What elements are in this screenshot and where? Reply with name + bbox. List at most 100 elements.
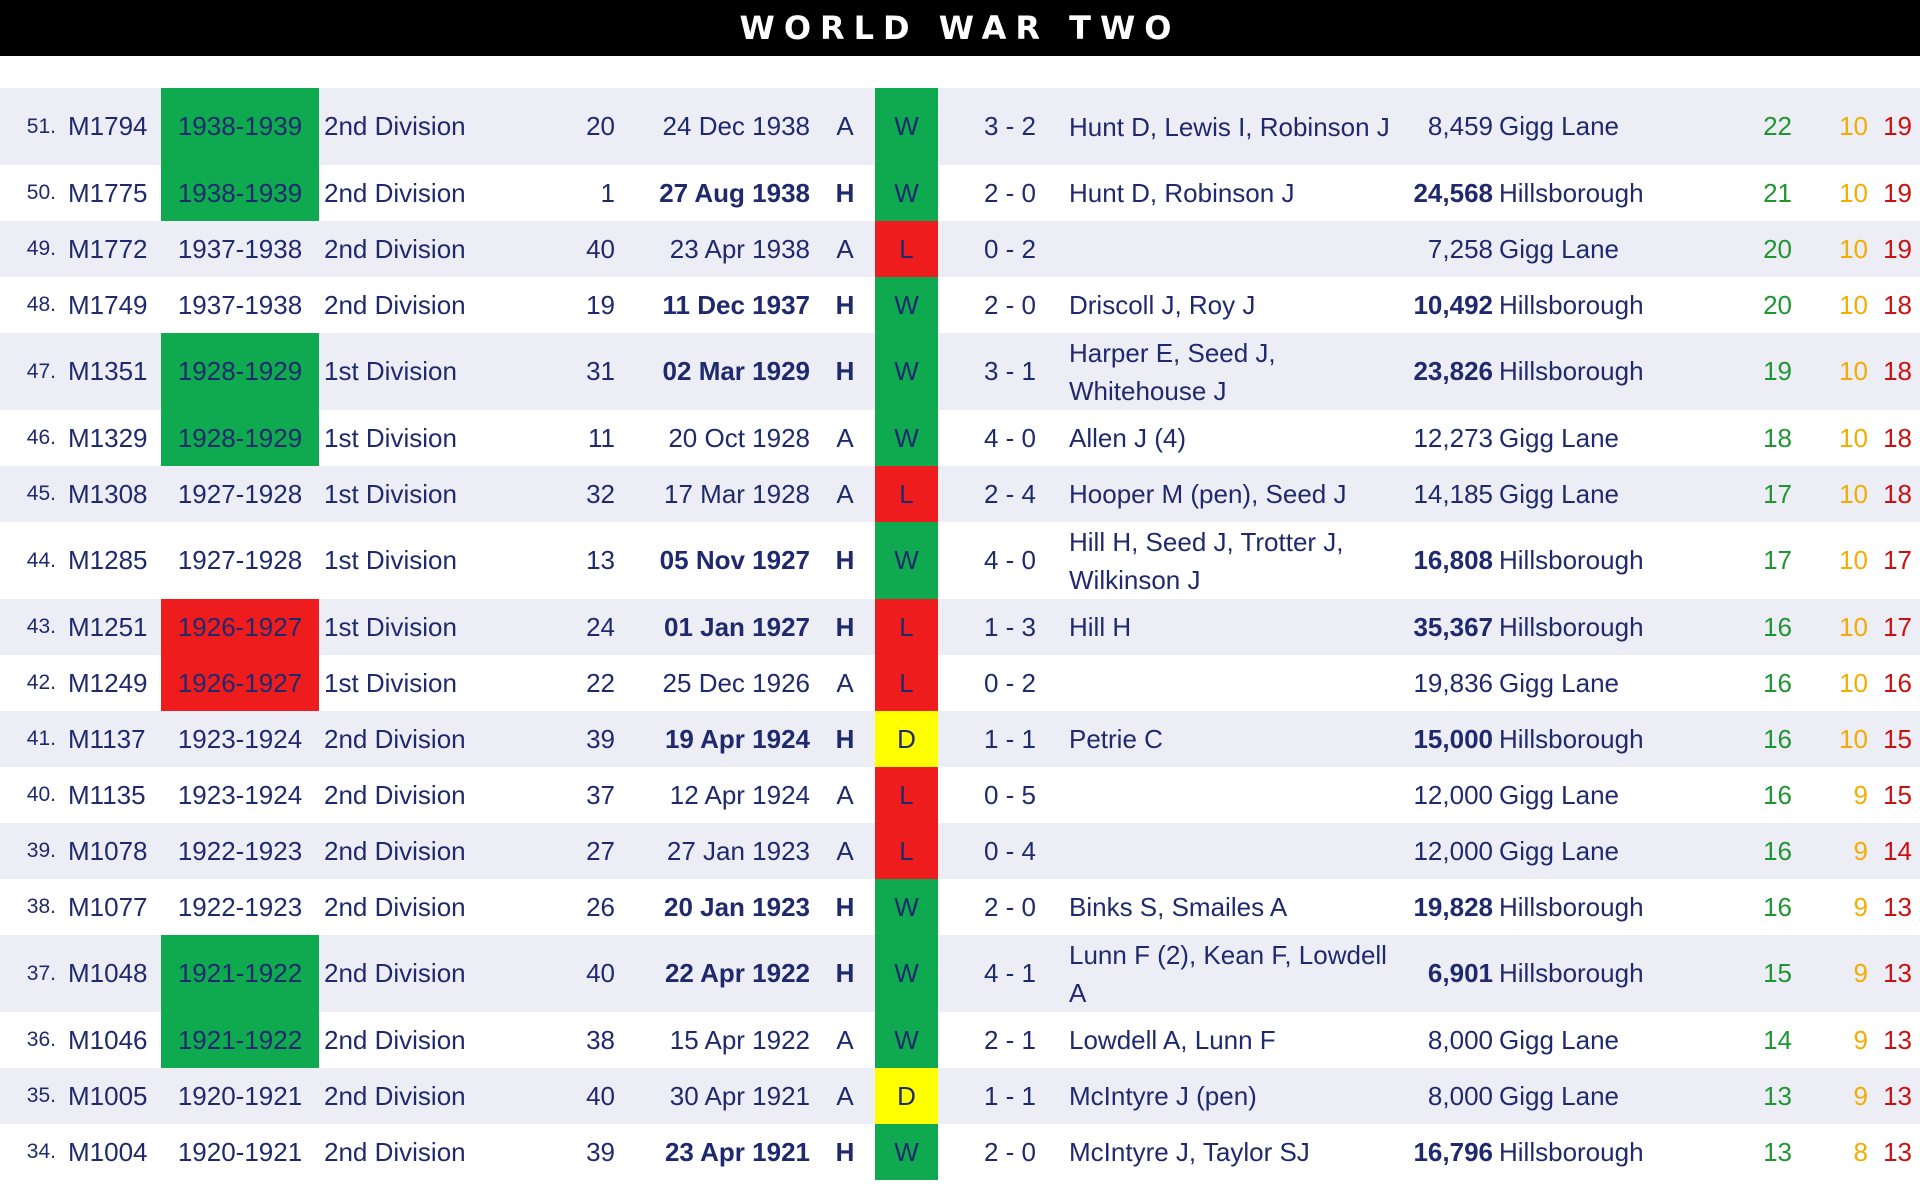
scorers xyxy=(1069,767,1399,823)
draws-tally: 9 xyxy=(1853,958,1868,988)
score: 1 - 1 xyxy=(983,723,1037,754)
losses-tally: 15 xyxy=(1883,779,1912,810)
season: 1920-1921 xyxy=(177,1080,303,1111)
season: 1937-1938 xyxy=(177,289,303,320)
table-row: 42. M1249 1926-1927 1st Division 22 25 Dec 19… xyxy=(0,655,1920,711)
result-badge: W xyxy=(875,88,938,165)
division: 2nd Division xyxy=(324,111,466,141)
season: 1923-1924 xyxy=(177,779,303,810)
losses-tally: 16 xyxy=(1883,667,1912,698)
scorers: Allen J (4) xyxy=(1069,423,1187,453)
match-date: 27 Aug 1938 xyxy=(659,177,810,208)
league-position: 31 xyxy=(586,356,615,386)
match-date: 02 Mar 1929 xyxy=(662,356,810,386)
score: 4 - 0 xyxy=(983,422,1037,453)
result-badge: L xyxy=(875,655,938,711)
match-number: 41. xyxy=(26,727,56,750)
wins-tally: 16 xyxy=(1763,891,1792,922)
result-badge: W xyxy=(875,522,938,599)
scorers: Hunt D, Robinson J xyxy=(1069,178,1295,208)
league-position: 39 xyxy=(586,723,615,754)
match-number: 50. xyxy=(26,181,56,204)
season: 1928-1929 xyxy=(161,333,319,410)
ground: Hillsborough xyxy=(1499,289,1644,320)
ground: Hillsborough xyxy=(1499,177,1644,208)
division: 2nd Division xyxy=(324,1136,466,1167)
match-date: 27 Jan 1923 xyxy=(666,835,810,866)
match-code: M1135 xyxy=(68,779,146,810)
match-number: 43. xyxy=(26,615,56,638)
match-code: M1078 xyxy=(68,835,148,866)
division: 2nd Division xyxy=(324,1080,466,1111)
match-code: M1772 xyxy=(68,233,148,264)
home-away: A xyxy=(836,779,854,810)
wins-tally: 15 xyxy=(1763,958,1792,988)
losses-tally: 18 xyxy=(1883,289,1912,320)
scorers: Driscoll J, Roy J xyxy=(1069,290,1256,320)
league-position: 32 xyxy=(586,478,615,509)
wins-tally: 20 xyxy=(1763,233,1792,264)
attendance: 19,836 xyxy=(1413,667,1493,698)
table-row: 48. M1749 1937-1938 2nd Division 19 11 Dec 19… xyxy=(0,277,1920,333)
season: 1938-1939 xyxy=(161,165,319,221)
match-date: 11 Dec 1937 xyxy=(662,289,810,320)
attendance: 35,367 xyxy=(1413,611,1493,642)
wins-tally: 20 xyxy=(1763,289,1792,320)
division: 2nd Division xyxy=(324,958,466,988)
match-code: M1005 xyxy=(68,1080,148,1111)
season: 1926-1927 xyxy=(161,655,319,711)
match-code: M1329 xyxy=(68,422,148,453)
table-row: 38. M1077 1922-1923 2nd Division 26 20 Jan 19… xyxy=(0,879,1920,935)
draws-tally: 10 xyxy=(1839,111,1868,141)
division: 1st Division xyxy=(324,667,457,698)
match-date: 24 Dec 1938 xyxy=(662,111,810,141)
ground: Gigg Lane xyxy=(1499,422,1619,453)
match-code: M1249 xyxy=(68,667,148,698)
ground: Hillsborough xyxy=(1499,356,1644,386)
wins-tally: 18 xyxy=(1763,422,1792,453)
home-away: H xyxy=(835,723,855,754)
match-code: M1137 xyxy=(68,723,146,754)
score: 1 - 3 xyxy=(983,611,1037,642)
division: 2nd Division xyxy=(324,723,466,754)
season: 1938-1939 xyxy=(161,88,319,165)
home-away: H xyxy=(835,958,855,988)
draws-tally: 10 xyxy=(1839,289,1868,320)
match-number: 38. xyxy=(26,895,56,918)
division: 1st Division xyxy=(324,422,457,453)
wins-tally: 17 xyxy=(1763,478,1792,509)
match-date: 17 Mar 1928 xyxy=(664,478,810,509)
wins-tally: 13 xyxy=(1763,1080,1792,1111)
home-away: A xyxy=(836,835,854,866)
match-code: M1308 xyxy=(68,478,148,509)
league-position: 19 xyxy=(586,289,615,320)
home-away: H xyxy=(835,891,855,922)
match-date: 19 Apr 1924 xyxy=(664,723,810,754)
ground: Hillsborough xyxy=(1499,958,1644,988)
match-date: 23 Apr 1921 xyxy=(664,1136,810,1167)
scorers: McIntyre J, Taylor SJ xyxy=(1069,1137,1310,1167)
wins-tally: 22 xyxy=(1763,111,1792,141)
wins-tally: 13 xyxy=(1763,1136,1792,1167)
attendance: 23,826 xyxy=(1413,356,1493,386)
division: 2nd Division xyxy=(324,1024,466,1055)
score: 2 - 0 xyxy=(983,891,1037,922)
season: 1937-1938 xyxy=(177,233,303,264)
match-code: M1351 xyxy=(68,356,148,386)
scorers: Hill H, Seed J, Trotter J, Wilkinson J xyxy=(1069,526,1344,595)
match-number: 49. xyxy=(26,237,56,260)
losses-tally: 18 xyxy=(1883,478,1912,509)
table-row: 49. M1772 1937-1938 2nd Division 40 23 Apr 19… xyxy=(0,221,1920,277)
match-date: 05 Nov 1927 xyxy=(659,545,810,575)
result-badge: W xyxy=(875,410,938,466)
match-code: M1046 xyxy=(68,1024,148,1055)
table-row: 50. M1775 1938-1939 2nd Division 1 27 Aug 193… xyxy=(0,165,1920,221)
match-number: 48. xyxy=(26,293,56,316)
scorers: Hooper M (pen), Seed J xyxy=(1069,479,1347,509)
division: 2nd Division xyxy=(324,177,466,208)
table-row: 37. M1048 1921-1922 2nd Division 40 22 Apr 19… xyxy=(0,935,1920,1012)
ground: Gigg Lane xyxy=(1499,1080,1619,1111)
wins-tally: 16 xyxy=(1763,779,1792,810)
attendance: 7,258 xyxy=(1427,233,1493,264)
home-away: H xyxy=(835,177,855,208)
